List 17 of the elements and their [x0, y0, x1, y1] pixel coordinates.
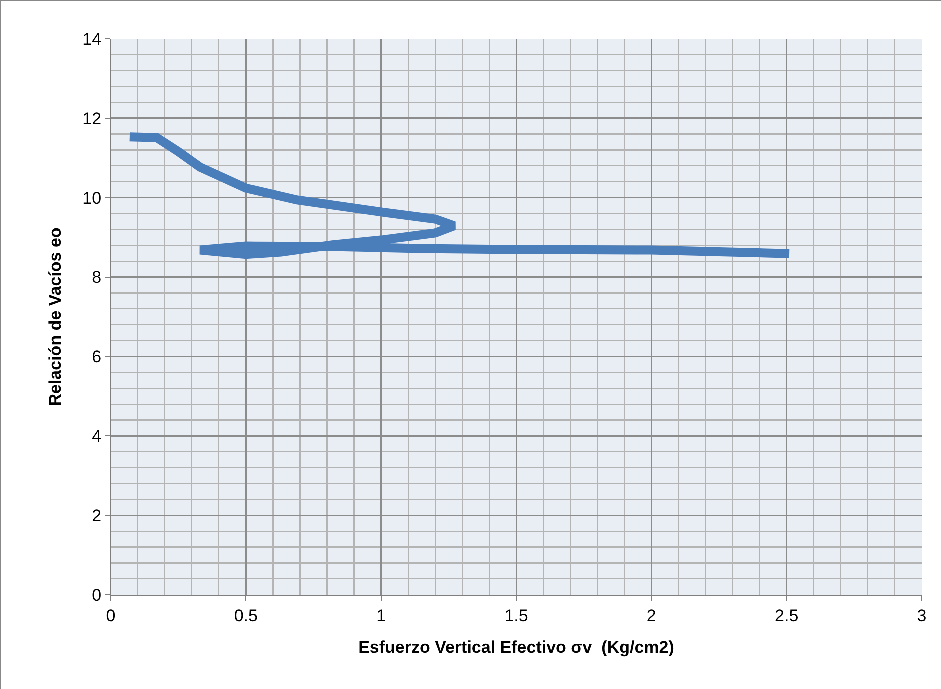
y-tick-label: 12: [82, 109, 102, 128]
y-tick-label: 4: [92, 427, 102, 446]
x-axis-title: Esfuerzo Vertical Efectivo σv (Kg/cm2): [358, 638, 674, 657]
x-tick-label: 2.5: [775, 606, 799, 626]
x-tick-label: 3: [917, 606, 927, 626]
y-tick-label: 0: [92, 586, 102, 605]
x-tick-label: 0.5: [234, 606, 258, 626]
y-tick-label: 10: [82, 188, 102, 208]
y-tick-label: 8: [92, 268, 102, 288]
y-tick-label: 6: [92, 348, 102, 367]
y-tick-label: 14: [82, 30, 102, 49]
y-axis-title: Relación de Vacíos eo: [46, 228, 66, 406]
x-tick-label: 1: [376, 606, 386, 626]
y-tick-label: 2: [92, 506, 102, 526]
x-tick-label: 2: [646, 606, 656, 626]
x-tick-label: 1.5: [504, 606, 528, 626]
x-tick-label: 0: [106, 606, 116, 626]
